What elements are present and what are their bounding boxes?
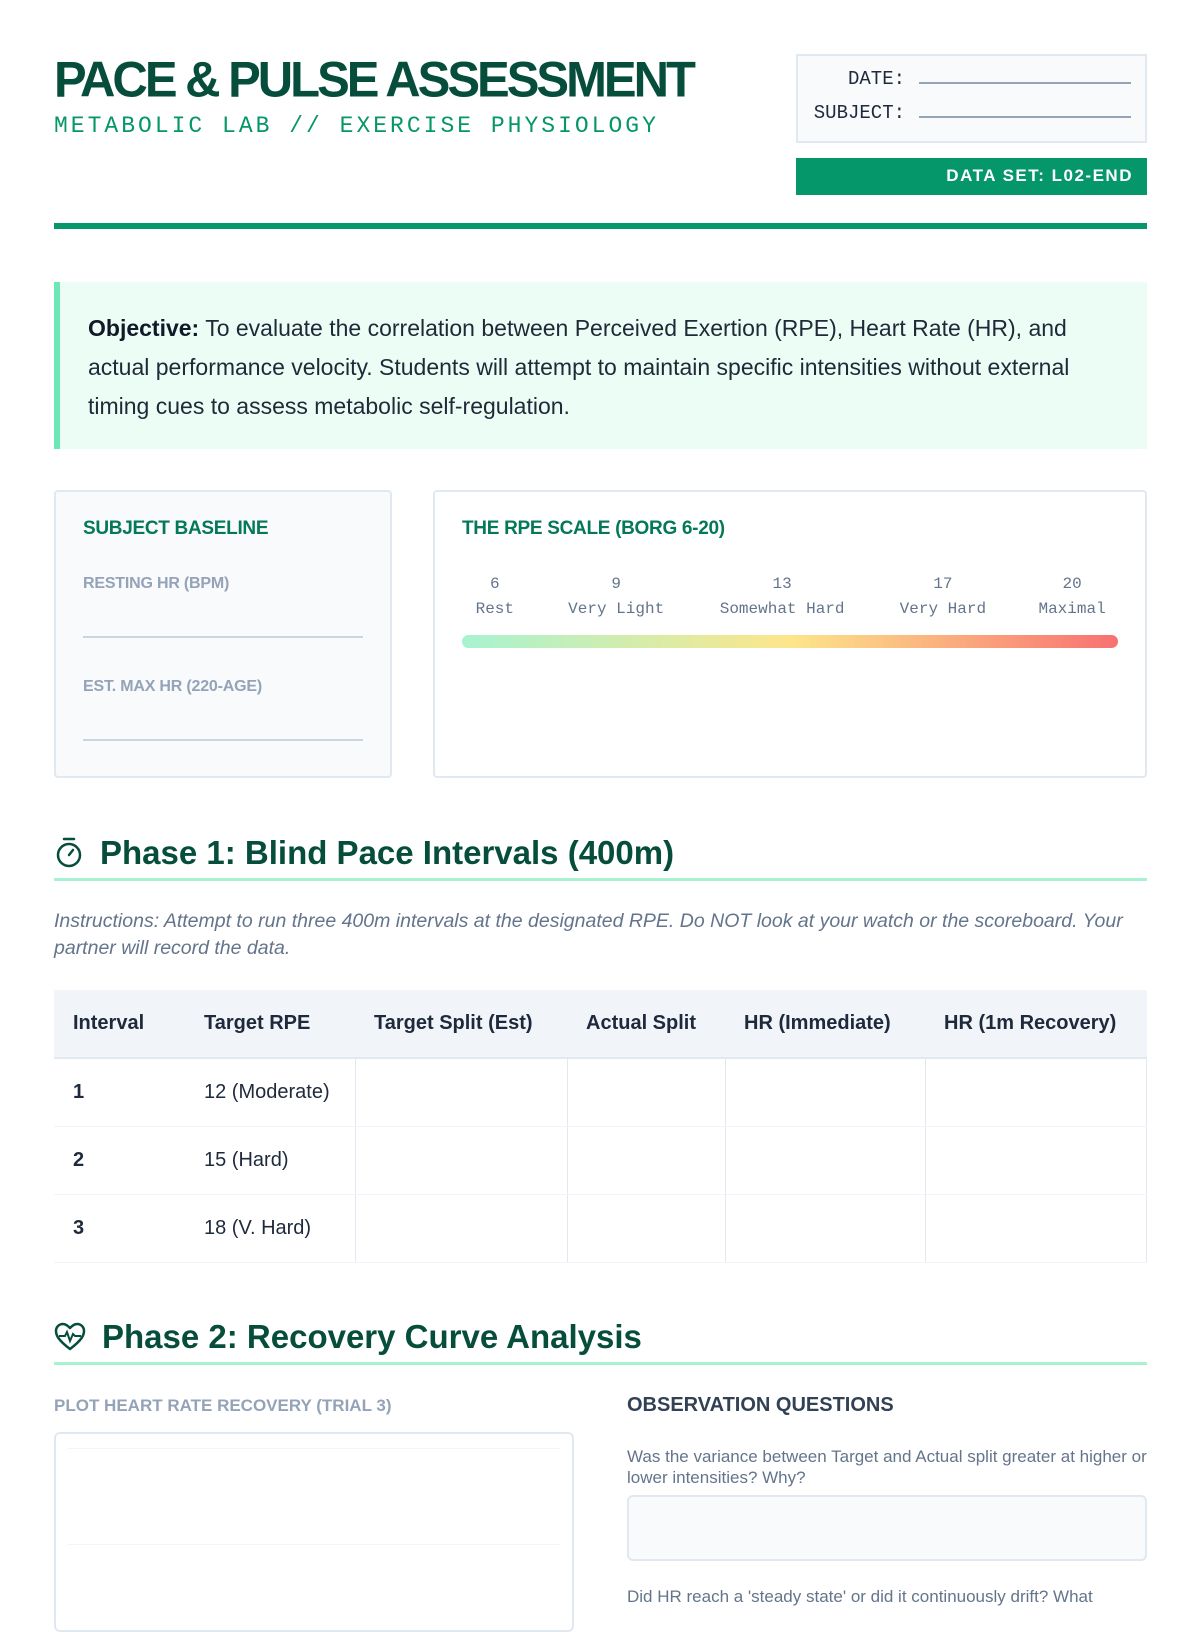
target-split-cell[interactable] (354, 1058, 567, 1127)
subject-baseline-card: SUBJECT BASELINE RESTING HR (BPM) EST. M… (54, 490, 392, 778)
rpe-value: 20 (1062, 575, 1082, 593)
phase1-instructions: Instructions: Attempt to run three 400m … (54, 910, 1123, 959)
header-divider (54, 223, 1147, 229)
rpe-value: 17 (933, 575, 953, 593)
rpe-title: THE RPE SCALE (BORG 6-20) (462, 518, 725, 539)
rpe-label: Rest (475, 600, 514, 618)
target-rpe-cell: 18 (V. Hard) (185, 1194, 355, 1263)
hr-immediate-cell[interactable] (724, 1058, 925, 1127)
actual-split-cell[interactable] (566, 1194, 725, 1263)
meta-box: DATE: SUBJECT: (796, 54, 1147, 143)
subject-field[interactable]: SUBJECT: (814, 102, 1131, 124)
rpe-value: 9 (611, 575, 621, 593)
page-subtitle: METABOLIC LAB // EXERCISE PHYSIOLOGY (54, 113, 659, 139)
hr-recovery-cell[interactable] (924, 1058, 1147, 1127)
table-row: 3 18 (V. Hard) (54, 1194, 1147, 1263)
heart-pulse-icon (54, 1322, 86, 1351)
hr-recovery-cell[interactable] (924, 1126, 1147, 1195)
interval-cell: 1 (54, 1058, 185, 1127)
objective-label: Objective: (88, 315, 200, 341)
col-header: Target RPE (185, 990, 355, 1059)
rpe-scale-card: THE RPE SCALE (BORG 6-20) 6 Rest 9 Very Li… (433, 490, 1147, 778)
dataset-badge: DATA SET: L02-END (796, 158, 1147, 195)
intervals-table: Interval Target RPE Target Split (Est) A… (54, 990, 1147, 1263)
actual-split-cell[interactable] (566, 1126, 725, 1195)
date-line[interactable] (919, 82, 1131, 84)
date-field[interactable]: DATE: (848, 68, 1131, 90)
subject-label: SUBJECT: (813, 102, 905, 124)
interval-cell: 3 (54, 1194, 185, 1263)
rpe-item: 9 Very Light (568, 572, 664, 622)
subject-line[interactable] (919, 116, 1131, 118)
plot-label: PLOT HEART RATE RECOVERY (TRIAL 3) (54, 1396, 392, 1415)
question-2: Did HR reach a 'steady state' or did it … (627, 1587, 1093, 1606)
rpe-item: 6 Rest (476, 572, 514, 622)
phase2-heading: Phase 2: Recovery Curve Analysis (54, 1318, 1147, 1365)
objective-text: To evaluate the correlation between Perc… (88, 315, 1070, 419)
objective-callout: Objective: To evaluate the correlation b… (54, 282, 1147, 449)
stopwatch-icon (56, 837, 82, 868)
table-row: 2 15 (Hard) (54, 1126, 1147, 1195)
phase1-title: Phase 1: Blind Pace Intervals (400m) (100, 834, 675, 871)
col-header: Interval (54, 990, 185, 1059)
col-header: HR (1m Recovery) (925, 990, 1147, 1059)
page-title: PACE & PULSE ASSESSMENT (54, 52, 696, 108)
table-row: 1 12 (Moderate) (54, 1058, 1147, 1127)
question-1: Was the variance between Target and Actu… (627, 1447, 1147, 1487)
hr-immediate-cell[interactable] (724, 1194, 925, 1263)
rpe-value: 6 (489, 575, 500, 593)
rpe-label: Very Hard (899, 600, 987, 618)
interval-cell: 2 (54, 1126, 185, 1195)
observation-title: OBSERVATION QUESTIONS (627, 1394, 894, 1416)
rpe-value: 13 (772, 575, 792, 593)
col-header: HR (Immediate) (725, 990, 925, 1059)
col-header: Actual Split (567, 990, 725, 1059)
phase2-title: Phase 2: Recovery Curve Analysis (102, 1318, 642, 1355)
max-hr-input[interactable] (83, 739, 363, 741)
hr-immediate-cell[interactable] (724, 1126, 925, 1195)
target-split-cell[interactable] (354, 1194, 567, 1263)
grid-line (68, 1544, 560, 1545)
rpe-item: 13 Somewhat Hard (720, 572, 845, 622)
recovery-plot-area[interactable] (54, 1432, 574, 1632)
answer-1-input[interactable] (627, 1495, 1147, 1561)
rpe-gradient-bar (462, 635, 1118, 648)
rpe-label: Very Light (568, 600, 665, 618)
rpe-label: Maximal (1038, 600, 1106, 618)
actual-split-cell[interactable] (566, 1058, 725, 1127)
hr-recovery-cell[interactable] (924, 1194, 1147, 1263)
max-hr-label: EST. MAX HR (220-AGE) (83, 678, 262, 695)
rpe-item: 17 Very Hard (900, 572, 986, 622)
target-split-cell[interactable] (354, 1126, 567, 1195)
date-label: DATE: (847, 68, 905, 90)
col-header: Target Split (Est) (355, 990, 567, 1059)
phase1-heading: Phase 1: Blind Pace Intervals (400m) (54, 834, 1147, 881)
target-rpe-cell: 15 (Hard) (185, 1126, 355, 1195)
target-rpe-cell: 12 (Moderate) (185, 1058, 355, 1127)
baseline-title: SUBJECT BASELINE (83, 518, 269, 539)
rpe-label: Somewhat Hard (719, 600, 845, 618)
rpe-item: 20 Maximal (1038, 572, 1105, 622)
resting-hr-label: RESTING HR (BPM) (83, 575, 230, 592)
grid-line (68, 1448, 560, 1449)
resting-hr-input[interactable] (83, 636, 363, 638)
